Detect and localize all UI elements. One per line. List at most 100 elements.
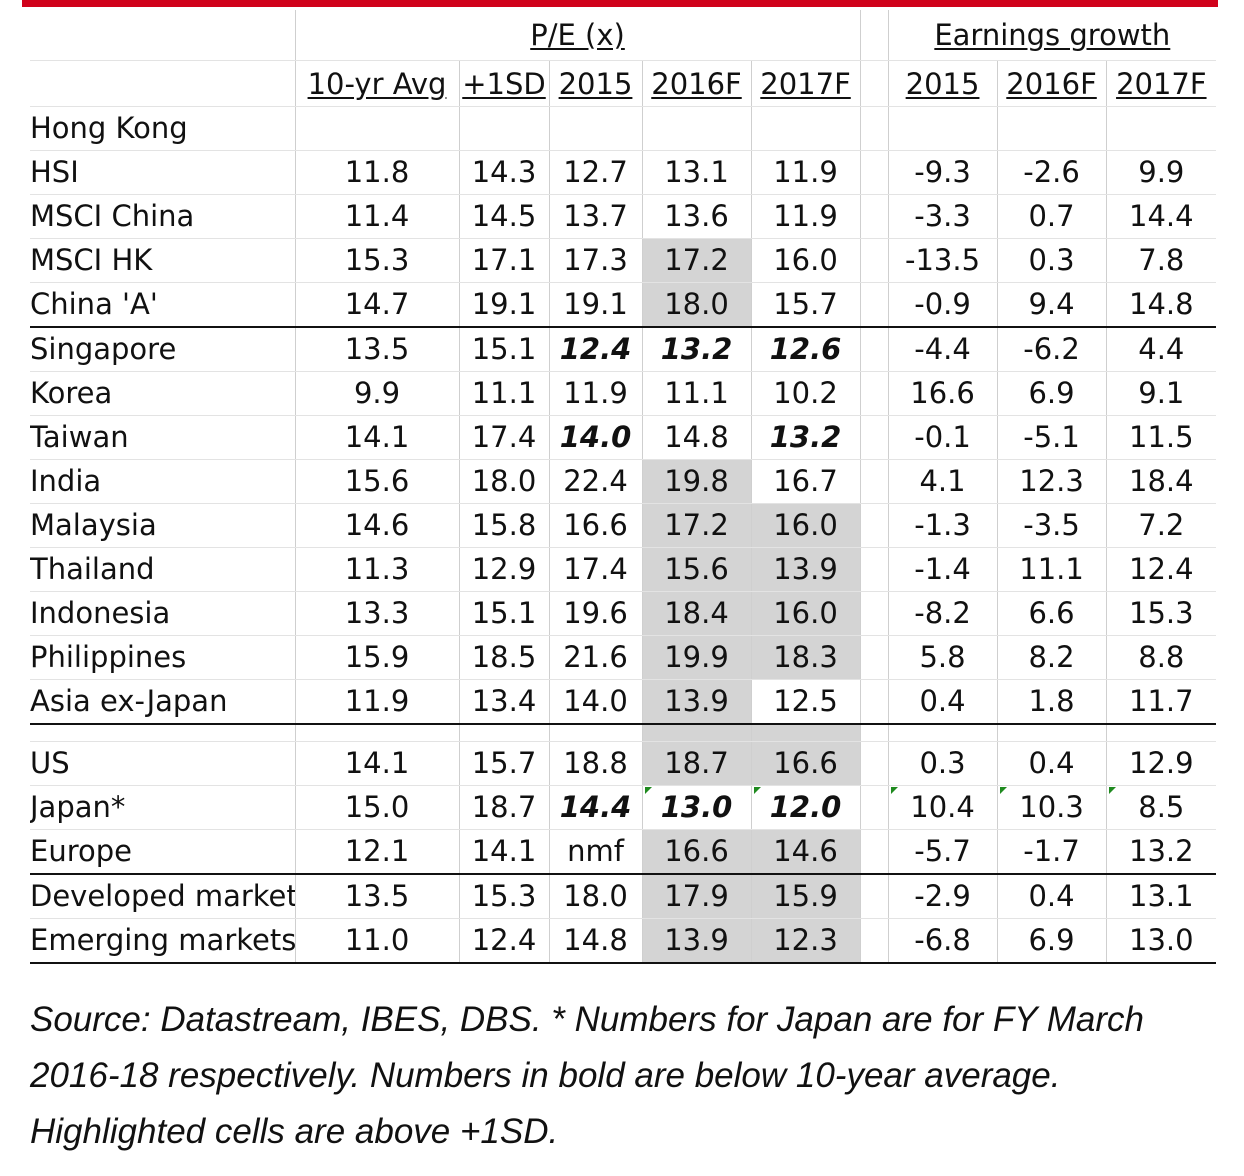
earnings-growth-group-header: Earnings growth xyxy=(934,18,1171,52)
table-cell: 1.8 xyxy=(997,679,1107,725)
table-cell: 15.3 xyxy=(1106,591,1217,636)
table-cell: 17.9 xyxy=(642,874,752,919)
table-cell: 0.7 xyxy=(997,194,1107,239)
table-cell: -1.4 xyxy=(888,547,998,592)
table-cell: 19.9 xyxy=(642,635,752,680)
table-cell: 0.4 xyxy=(997,874,1107,919)
table-cell: 11.0 xyxy=(295,918,460,964)
table-cell: 15.3 xyxy=(295,238,460,283)
table-cell: -1.3 xyxy=(888,503,998,548)
table-cell: 9.9 xyxy=(1106,150,1217,195)
table-cell: 0.3 xyxy=(997,238,1107,283)
table-cell: 12.9 xyxy=(1106,741,1217,786)
table-cell: 4.1 xyxy=(888,459,998,504)
row-label: India xyxy=(30,459,296,504)
row-label: Developed markets xyxy=(30,874,296,919)
pe-group-header: P/E (x) xyxy=(530,18,625,52)
row-label: HSI xyxy=(30,150,296,195)
table-cell: 9.9 xyxy=(295,371,460,416)
table-cell: 12.3 xyxy=(751,918,861,964)
table-cell: 9.1 xyxy=(1106,371,1217,416)
group-header-row: P/E (x) Earnings growth xyxy=(30,10,1217,61)
table-cell: 13.1 xyxy=(1106,874,1217,919)
spacer-row xyxy=(30,724,1217,742)
column-header-row: 10-yr Avg +1SD 2015 2016F 2017F 2015 201… xyxy=(30,60,1217,107)
table-cell xyxy=(295,106,460,151)
table-row: Japan* 15.0 18.7 14.4 13.0 12.0 10.4 10.3 8.5 xyxy=(30,785,1217,830)
table-cell: 10.2 xyxy=(751,371,861,416)
table-cell: 13.9 xyxy=(642,918,752,964)
table-cell: 16.6 xyxy=(751,741,861,786)
table-cell: 14.1 xyxy=(295,415,460,460)
table-cell: 15.1 xyxy=(459,327,550,372)
row-label: Philippines xyxy=(30,635,296,680)
table-cell: 13.3 xyxy=(295,591,460,636)
col-header-pe-2015: 2015 xyxy=(558,66,633,101)
table-row: Malaysia 14.6 15.8 16.6 17.2 16.0 -1.3 -3.5 7.2 xyxy=(30,503,1217,548)
table-cell: 13.5 xyxy=(295,874,460,919)
row-label: Indonesia xyxy=(30,591,296,636)
row-label: Taiwan xyxy=(30,415,296,460)
table-cell xyxy=(997,106,1107,151)
table-cell: -1.7 xyxy=(997,829,1107,875)
row-label: China 'A' xyxy=(30,282,296,328)
row-label: Singapore xyxy=(30,327,296,372)
table-cell: 14.8 xyxy=(549,918,643,964)
table-cell: 11.3 xyxy=(295,547,460,592)
table-cell: -5.1 xyxy=(997,415,1107,460)
row-label: Hong Kong xyxy=(30,106,296,151)
table-row: Korea 9.9 11.1 11.9 11.1 10.2 16.6 6.9 9.1 xyxy=(30,371,1217,416)
table-cell: 15.9 xyxy=(295,635,460,680)
table-cell xyxy=(459,106,550,151)
table-cell: 9.4 xyxy=(997,282,1107,328)
table-cell: 13.9 xyxy=(642,679,752,725)
table-cell: 19.6 xyxy=(549,591,643,636)
table-row: Asia ex-Japan 11.9 13.4 14.0 13.9 12.5 0.4 1.8 1… xyxy=(30,679,1217,725)
table-cell: 11.8 xyxy=(295,150,460,195)
table-cell: -3.5 xyxy=(997,503,1107,548)
table-cell: 12.4 xyxy=(549,327,643,372)
table-cell: 7.8 xyxy=(1106,238,1217,283)
table-cell: 16.0 xyxy=(751,503,861,548)
table-cell: 19.8 xyxy=(642,459,752,504)
row-label: Emerging markets xyxy=(30,918,296,964)
table-cell: -2.6 xyxy=(997,150,1107,195)
table-row: HSI 11.8 14.3 12.7 13.1 11.9 -9.3 -2.6 9.9 xyxy=(30,150,1217,195)
table-cell: -0.1 xyxy=(888,415,998,460)
table-cell: 13.2 xyxy=(751,415,861,460)
table-cell: -2.9 xyxy=(888,874,998,919)
table-cell: 14.1 xyxy=(295,741,460,786)
table-cell: -8.2 xyxy=(888,591,998,636)
table-row: Thailand 11.3 12.9 17.4 15.6 13.9 -1.4 11.1 12.4 xyxy=(30,547,1217,592)
table-cell: 18.0 xyxy=(642,282,752,328)
table-cell: 18.4 xyxy=(1106,459,1217,504)
table-cell: -9.3 xyxy=(888,150,998,195)
table-cell: 16.6 xyxy=(549,503,643,548)
table-cell: 5.8 xyxy=(888,635,998,680)
table-cell: 18.0 xyxy=(459,459,550,504)
table-cell: 12.1 xyxy=(295,829,460,875)
table-cell: 15.8 xyxy=(459,503,550,548)
table-cell: 6.9 xyxy=(997,371,1107,416)
table-row: Hong Kong xyxy=(30,106,1217,151)
table-cell: 12.7 xyxy=(549,150,643,195)
table-cell: 14.0 xyxy=(549,415,643,460)
row-label: Europe xyxy=(30,829,296,875)
row-label: Japan* xyxy=(30,785,296,830)
table-cell: 17.4 xyxy=(459,415,550,460)
table-cell: 7.2 xyxy=(1106,503,1217,548)
table-cell: 14.8 xyxy=(642,415,752,460)
table-cell: 15.9 xyxy=(751,874,861,919)
table-cell: 18.7 xyxy=(642,741,752,786)
table-row: MSCI HK 15.3 17.1 17.3 17.2 16.0 -13.5 0.3 7.8 xyxy=(30,238,1217,283)
table-cell: 18.5 xyxy=(459,635,550,680)
table-cell: 16.6 xyxy=(642,829,752,875)
table-row: US 14.1 15.7 18.8 18.7 16.6 0.3 0.4 12.9 xyxy=(30,741,1217,786)
table-cell: 14.0 xyxy=(549,679,643,725)
col-header-eg-2017f: 2017F xyxy=(1116,66,1207,101)
table-cell: 15.7 xyxy=(751,282,861,328)
table-cell: 14.6 xyxy=(751,829,861,875)
table-cell: 11.9 xyxy=(751,194,861,239)
table-cell: -4.4 xyxy=(888,327,998,372)
table-cell: 18.7 xyxy=(459,785,550,830)
